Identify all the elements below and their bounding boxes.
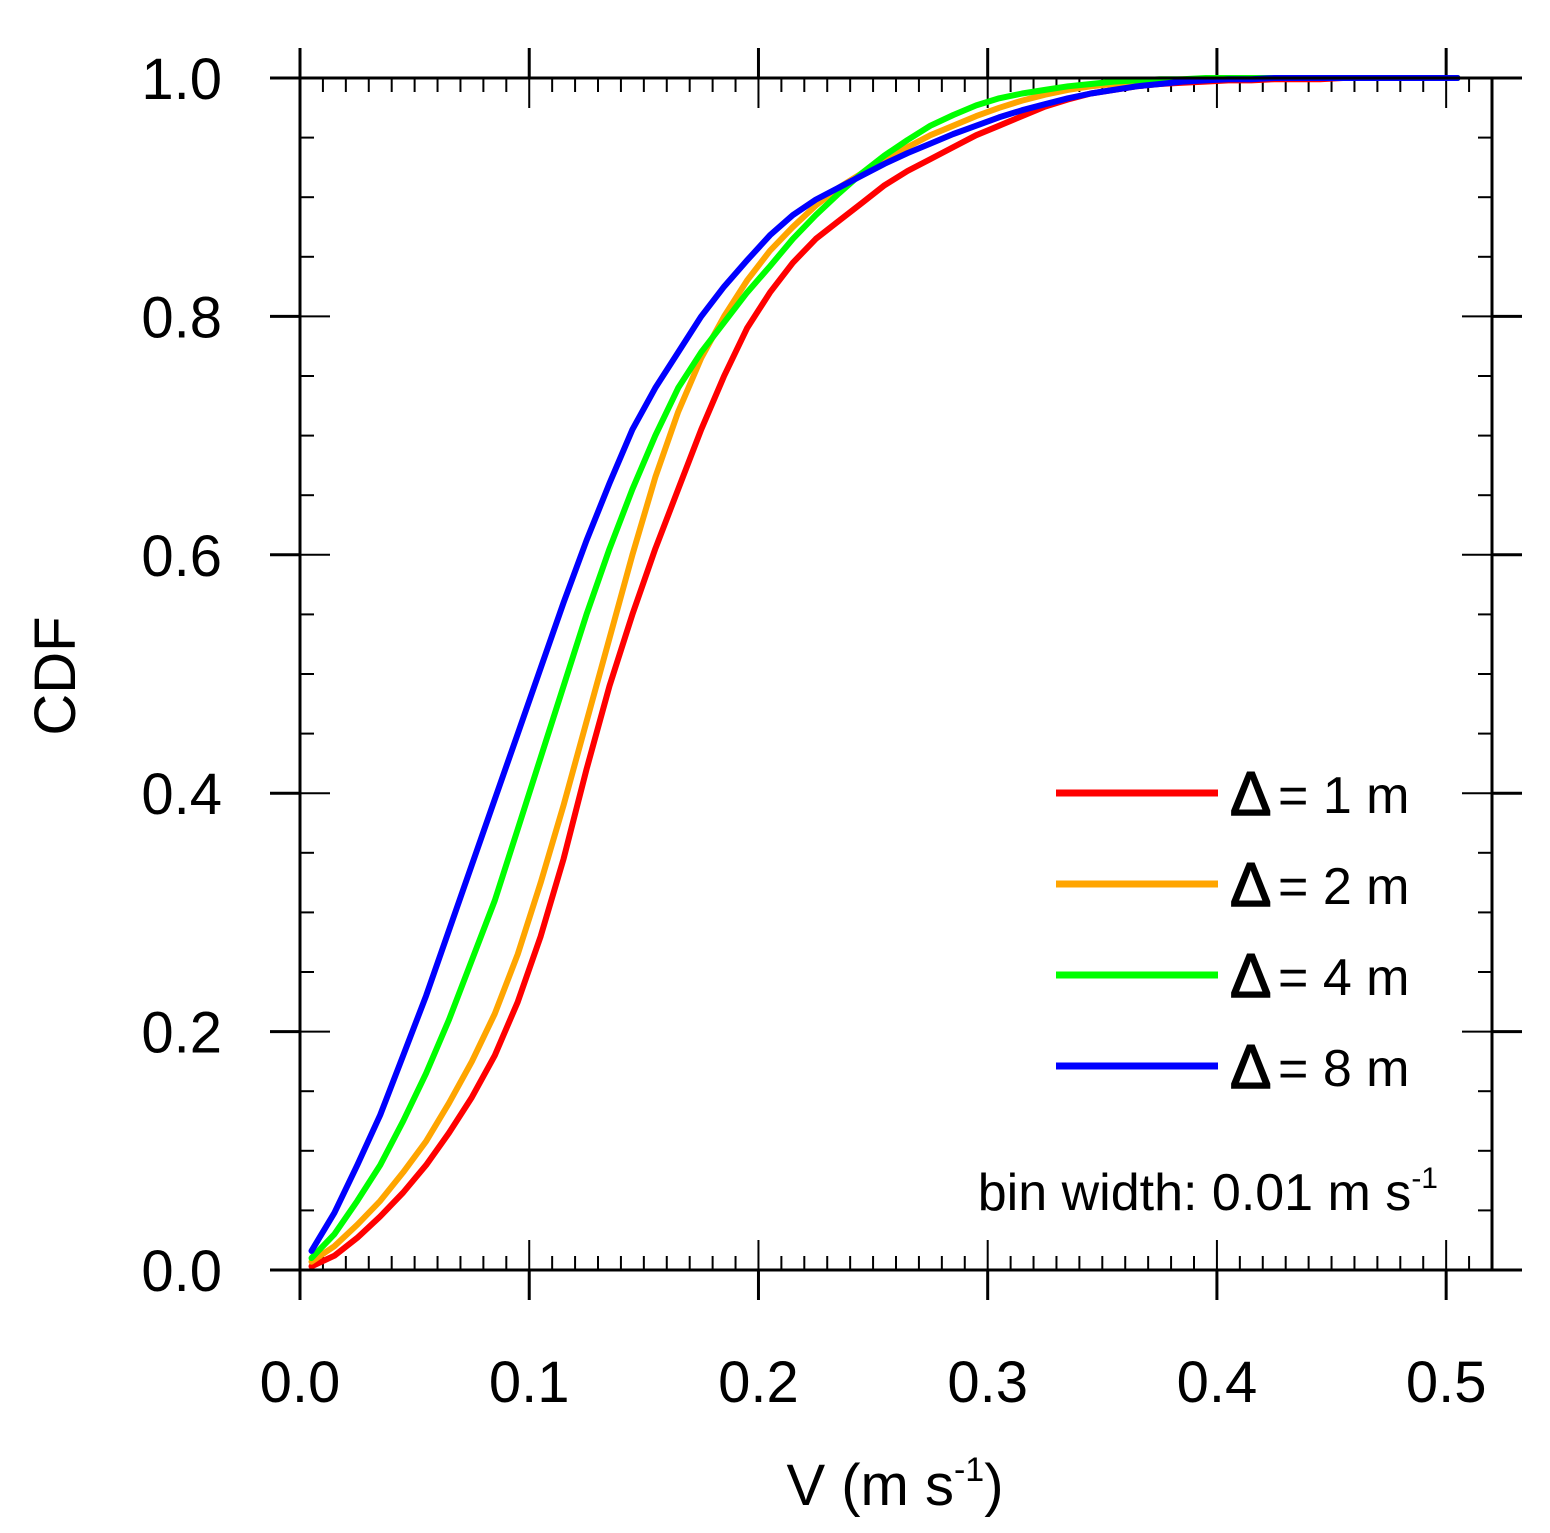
- legend-label-1: = 1 m: [1278, 767, 1410, 825]
- x-tick-label: 0.2: [718, 1350, 799, 1415]
- axis-ticks: [270, 48, 1522, 1300]
- y-tick-label: 0.4: [141, 762, 222, 827]
- legend-label-2: = 2 m: [1278, 858, 1410, 916]
- bin-width-text: bin width: 0.01 m s: [978, 1164, 1412, 1222]
- x-tick-label: 0.3: [947, 1350, 1028, 1415]
- legend-delta-symbol-3: Δ: [1230, 942, 1271, 1011]
- legend-label-3: = 4 m: [1278, 949, 1410, 1007]
- legend: Δ = 1 mΔ = 2 mΔ = 4 mΔ = 8 m: [1056, 759, 1410, 1103]
- bin-width-sup: -1: [1411, 1162, 1438, 1195]
- plot-frame: [298, 76, 1494, 1272]
- y-tick-label: 0.8: [141, 285, 222, 350]
- y-tick-label: 1.0: [141, 47, 222, 112]
- legend-delta-symbol-2: Δ: [1230, 851, 1271, 920]
- y-tick-label: 0.6: [141, 524, 222, 589]
- x-tick-label: 0.4: [1177, 1350, 1258, 1415]
- x-axis-label-text: V (m s: [786, 1453, 954, 1518]
- x-tick-label: 0.1: [489, 1350, 570, 1415]
- y-tick-label: 0.2: [141, 1001, 222, 1066]
- bin-width-annotation: bin width: 0.01 m s-1: [978, 1162, 1438, 1222]
- legend-delta-symbol-4: Δ: [1230, 1033, 1271, 1102]
- legend-delta-symbol-1: Δ: [1230, 760, 1271, 829]
- x-tick-label: 0.0: [260, 1350, 341, 1415]
- x-axis-label: V (m s-1): [786, 1451, 1003, 1518]
- x-axis-label-end: ): [984, 1453, 1003, 1518]
- y-tick-label: 0.0: [141, 1239, 222, 1304]
- x-axis-label-sup: -1: [954, 1451, 984, 1489]
- x-tick-label: 0.5: [1406, 1350, 1487, 1415]
- y-axis-label: CDF: [23, 616, 88, 735]
- tick-labels: 0.0 0.1 0.2 0.3 0.4 0.5 0.0 0.2 0.4 0.6 0.8 1.0: [141, 47, 1486, 1415]
- legend-label-4: = 8 m: [1278, 1040, 1410, 1098]
